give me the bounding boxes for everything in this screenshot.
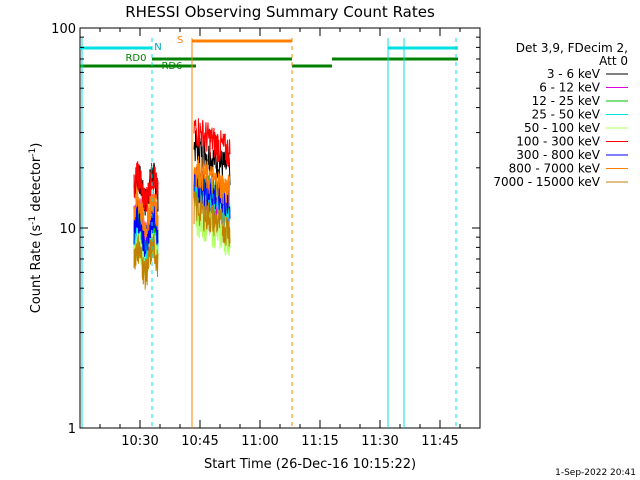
series-line-7 — [133, 156, 231, 241]
x-tick-label: 11:45 — [421, 434, 458, 449]
legend-label: 25 - 50 keV — [532, 108, 601, 122]
legend-label: 3 - 6 keV — [547, 67, 601, 81]
axis-layer: 1 10 100 10:30 10:45 11:00 11:15 11:30 11:45 — [51, 22, 481, 449]
y-axis-label: Count Rate (s-1 detector-1) — [28, 143, 44, 314]
label-RD0: RD0 — [125, 53, 146, 64]
plot-area: N S RD0 RD6 1 10 100 10:30 10:45 11:00 11:15 11:30… — [51, 22, 481, 449]
label-S: S — [177, 35, 183, 46]
y-tick-label: 100 — [51, 22, 76, 37]
x-axis-label: Start Time (26-Dec-16 10:15:22) — [204, 457, 416, 472]
data-layer — [133, 118, 231, 290]
x-tick-label: 11:15 — [301, 434, 338, 449]
series-line-8 — [133, 190, 231, 290]
annotation-layer: N S RD0 RD6 — [80, 35, 458, 428]
x-tick-label: 10:45 — [181, 434, 218, 449]
legend-header-2: Att 0 — [599, 54, 628, 68]
legend-header-1: Det 3,9, FDecim 2, — [516, 41, 628, 55]
legend-label: 50 - 100 keV — [524, 121, 601, 135]
legend-label: 300 - 800 keV — [516, 148, 600, 162]
legend-label: 100 - 300 keV — [516, 135, 600, 149]
x-tick-label: 10:30 — [121, 434, 158, 449]
x-tick-label: 11:30 — [361, 434, 398, 449]
chart-title: RHESSI Observing Summary Count Rates — [125, 3, 435, 21]
legend-label: 12 - 25 keV — [532, 94, 601, 108]
x-tick-label: 11:00 — [241, 434, 278, 449]
legend-label: 800 - 7000 keV — [509, 162, 601, 176]
legend-label: 6 - 12 keV — [539, 81, 601, 95]
label-RD6: RD6 — [161, 61, 182, 72]
y-tick-label: 10 — [59, 222, 76, 237]
legend-label: 7000 - 15000 keV — [493, 175, 600, 189]
series-line-5 — [133, 118, 231, 212]
footer-date: 1-Sep-2022 20:41 — [555, 468, 636, 478]
y-tick-label: 1 — [68, 422, 76, 437]
label-N: N — [154, 42, 161, 53]
